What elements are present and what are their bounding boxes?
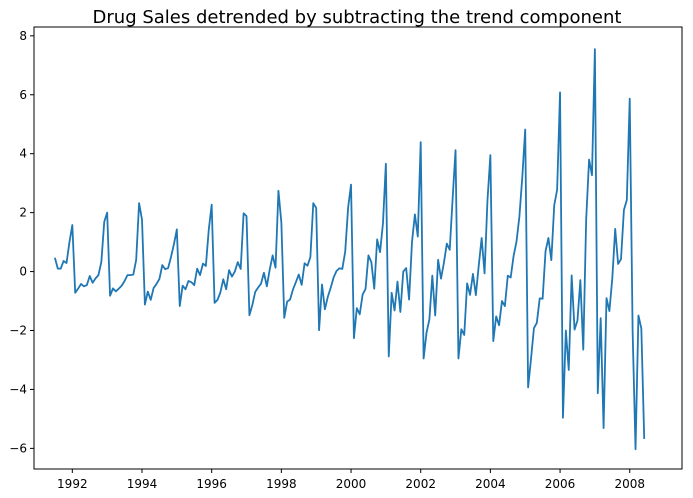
- chart-title: Drug Sales detrended by subtracting the …: [93, 7, 622, 28]
- x-tick-label: 1996: [196, 477, 227, 491]
- x-tick-label: 2004: [475, 477, 506, 491]
- series-line-detrended: [54, 48, 646, 451]
- plot-frame: [33, 26, 683, 470]
- y-tick-label: −4: [9, 382, 27, 396]
- plot-area: [34, 27, 682, 469]
- series-layer: [54, 48, 646, 451]
- x-axis: 1992 1994 1996 1998 2000 2002 2004 2006 2008: [57, 469, 645, 491]
- x-tick-label: 1994: [127, 477, 158, 491]
- y-tick-label: 4: [19, 147, 27, 161]
- y-tick-label: −6: [9, 441, 27, 455]
- y-tick-label: 6: [19, 88, 27, 102]
- x-tick-label: 2000: [336, 477, 367, 491]
- x-tick-label: 1998: [266, 477, 297, 491]
- x-tick-label: 1992: [57, 477, 88, 491]
- x-tick-label: 2002: [405, 477, 436, 491]
- y-tick-label: 8: [19, 29, 27, 43]
- y-tick-label: −2: [9, 324, 27, 338]
- x-tick-label: 2006: [545, 477, 576, 491]
- y-axis: −6 −4 −2 0 2 4 6 8: [9, 29, 34, 455]
- y-tick-label: 0: [19, 265, 27, 279]
- x-tick-label: 2008: [614, 477, 645, 491]
- y-tick-label: 2: [19, 206, 27, 220]
